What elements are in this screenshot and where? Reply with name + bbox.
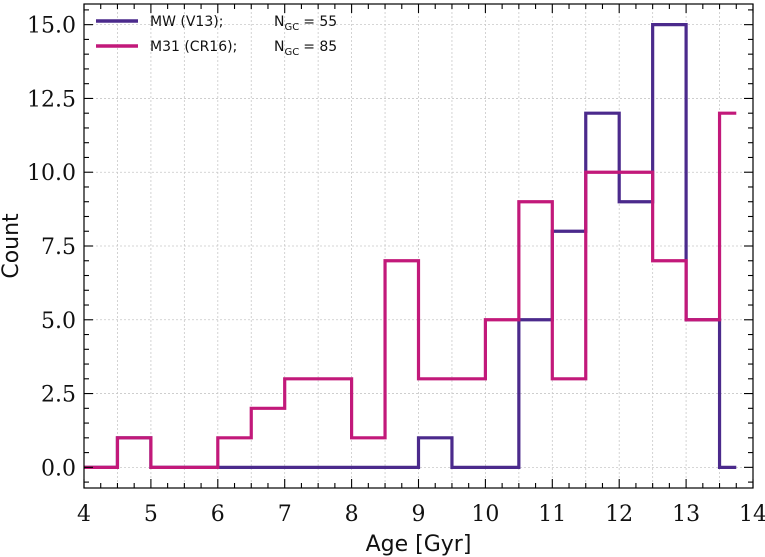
legend-label-1: M31 (CR16);: [150, 39, 237, 55]
x-tick-labels: 4 5 6 7 8 9 10 11 12 13 14: [77, 502, 765, 527]
y-tick-labels: 0.0 2.5 5.0 7.5 10.0 12.5 15.0: [27, 14, 76, 482]
legend-ngc-value: = 85: [303, 39, 337, 55]
legend-ngc-subscript: GC: [284, 22, 299, 33]
legend-ngc-symbol: N: [274, 14, 284, 30]
y-tick-label: 10.0: [27, 161, 76, 186]
x-tick-label: 10: [471, 502, 499, 527]
x-tick-label: 14: [739, 502, 765, 527]
x-tick-label: 5: [144, 502, 158, 527]
x-axis-label: Age [Gyr]: [366, 532, 472, 557]
series-step-line-1: [84, 111, 737, 469]
x-tick-label: 6: [211, 502, 225, 527]
legend-label-0: MW (V13);: [150, 14, 223, 30]
x-tick-label: 8: [345, 502, 359, 527]
legend-ngc-1: NGC = 85: [274, 39, 337, 58]
y-tick-label: 2.5: [41, 383, 76, 408]
legend-ngc-value: = 55: [303, 14, 337, 30]
x-tick-label: 13: [672, 502, 700, 527]
axis-ticks: [83, 4, 754, 488]
y-tick-label: 12.5: [27, 87, 76, 112]
legend-ngc-symbol: N: [274, 39, 284, 55]
y-axis-label: Count: [0, 213, 24, 279]
x-tick-label: 12: [605, 502, 633, 527]
y-tick-label: 0.0: [41, 456, 76, 481]
legend-ngc-subscript: GC: [284, 47, 299, 58]
x-tick-label: 4: [77, 502, 91, 527]
series-layer: [84, 23, 737, 469]
x-tick-label: 9: [412, 502, 426, 527]
x-tick-label: 11: [538, 502, 566, 527]
y-tick-label: 5.0: [41, 309, 76, 334]
y-tick-label: 15.0: [27, 14, 76, 39]
legend-ngc-0: NGC = 55: [274, 14, 337, 33]
y-tick-label: 7.5: [41, 235, 76, 260]
x-tick-label: 7: [278, 502, 292, 527]
